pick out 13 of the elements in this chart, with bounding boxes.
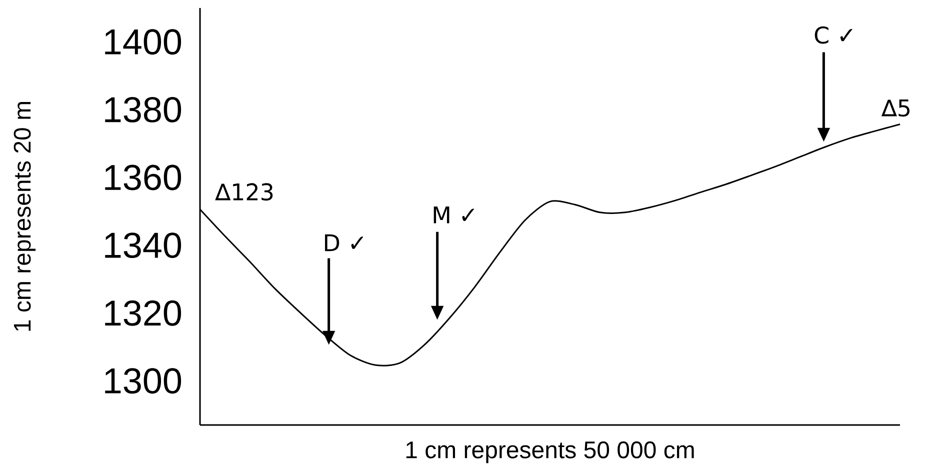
y-axis-title: 1 cm represents 20 m <box>14 102 36 331</box>
annotation: M ✓ <box>434 206 474 224</box>
y-tick-label: 1380 <box>105 96 182 122</box>
y-tick-label: 1360 <box>105 164 182 190</box>
y-tick-label: 1340 <box>105 232 182 258</box>
annotation: D ✓ <box>325 234 364 252</box>
y-tick-label: 1400 <box>105 29 182 55</box>
annotation: C ✓ <box>814 26 852 44</box>
annotation: ∆5 <box>881 100 910 117</box>
y-tick-label: 1320 <box>105 300 182 326</box>
annotation: ∆123 <box>215 183 273 201</box>
x-axis-title: 1 cm represents 50 000 cm <box>406 441 694 464</box>
y-tick-label: 1300 <box>105 368 182 394</box>
